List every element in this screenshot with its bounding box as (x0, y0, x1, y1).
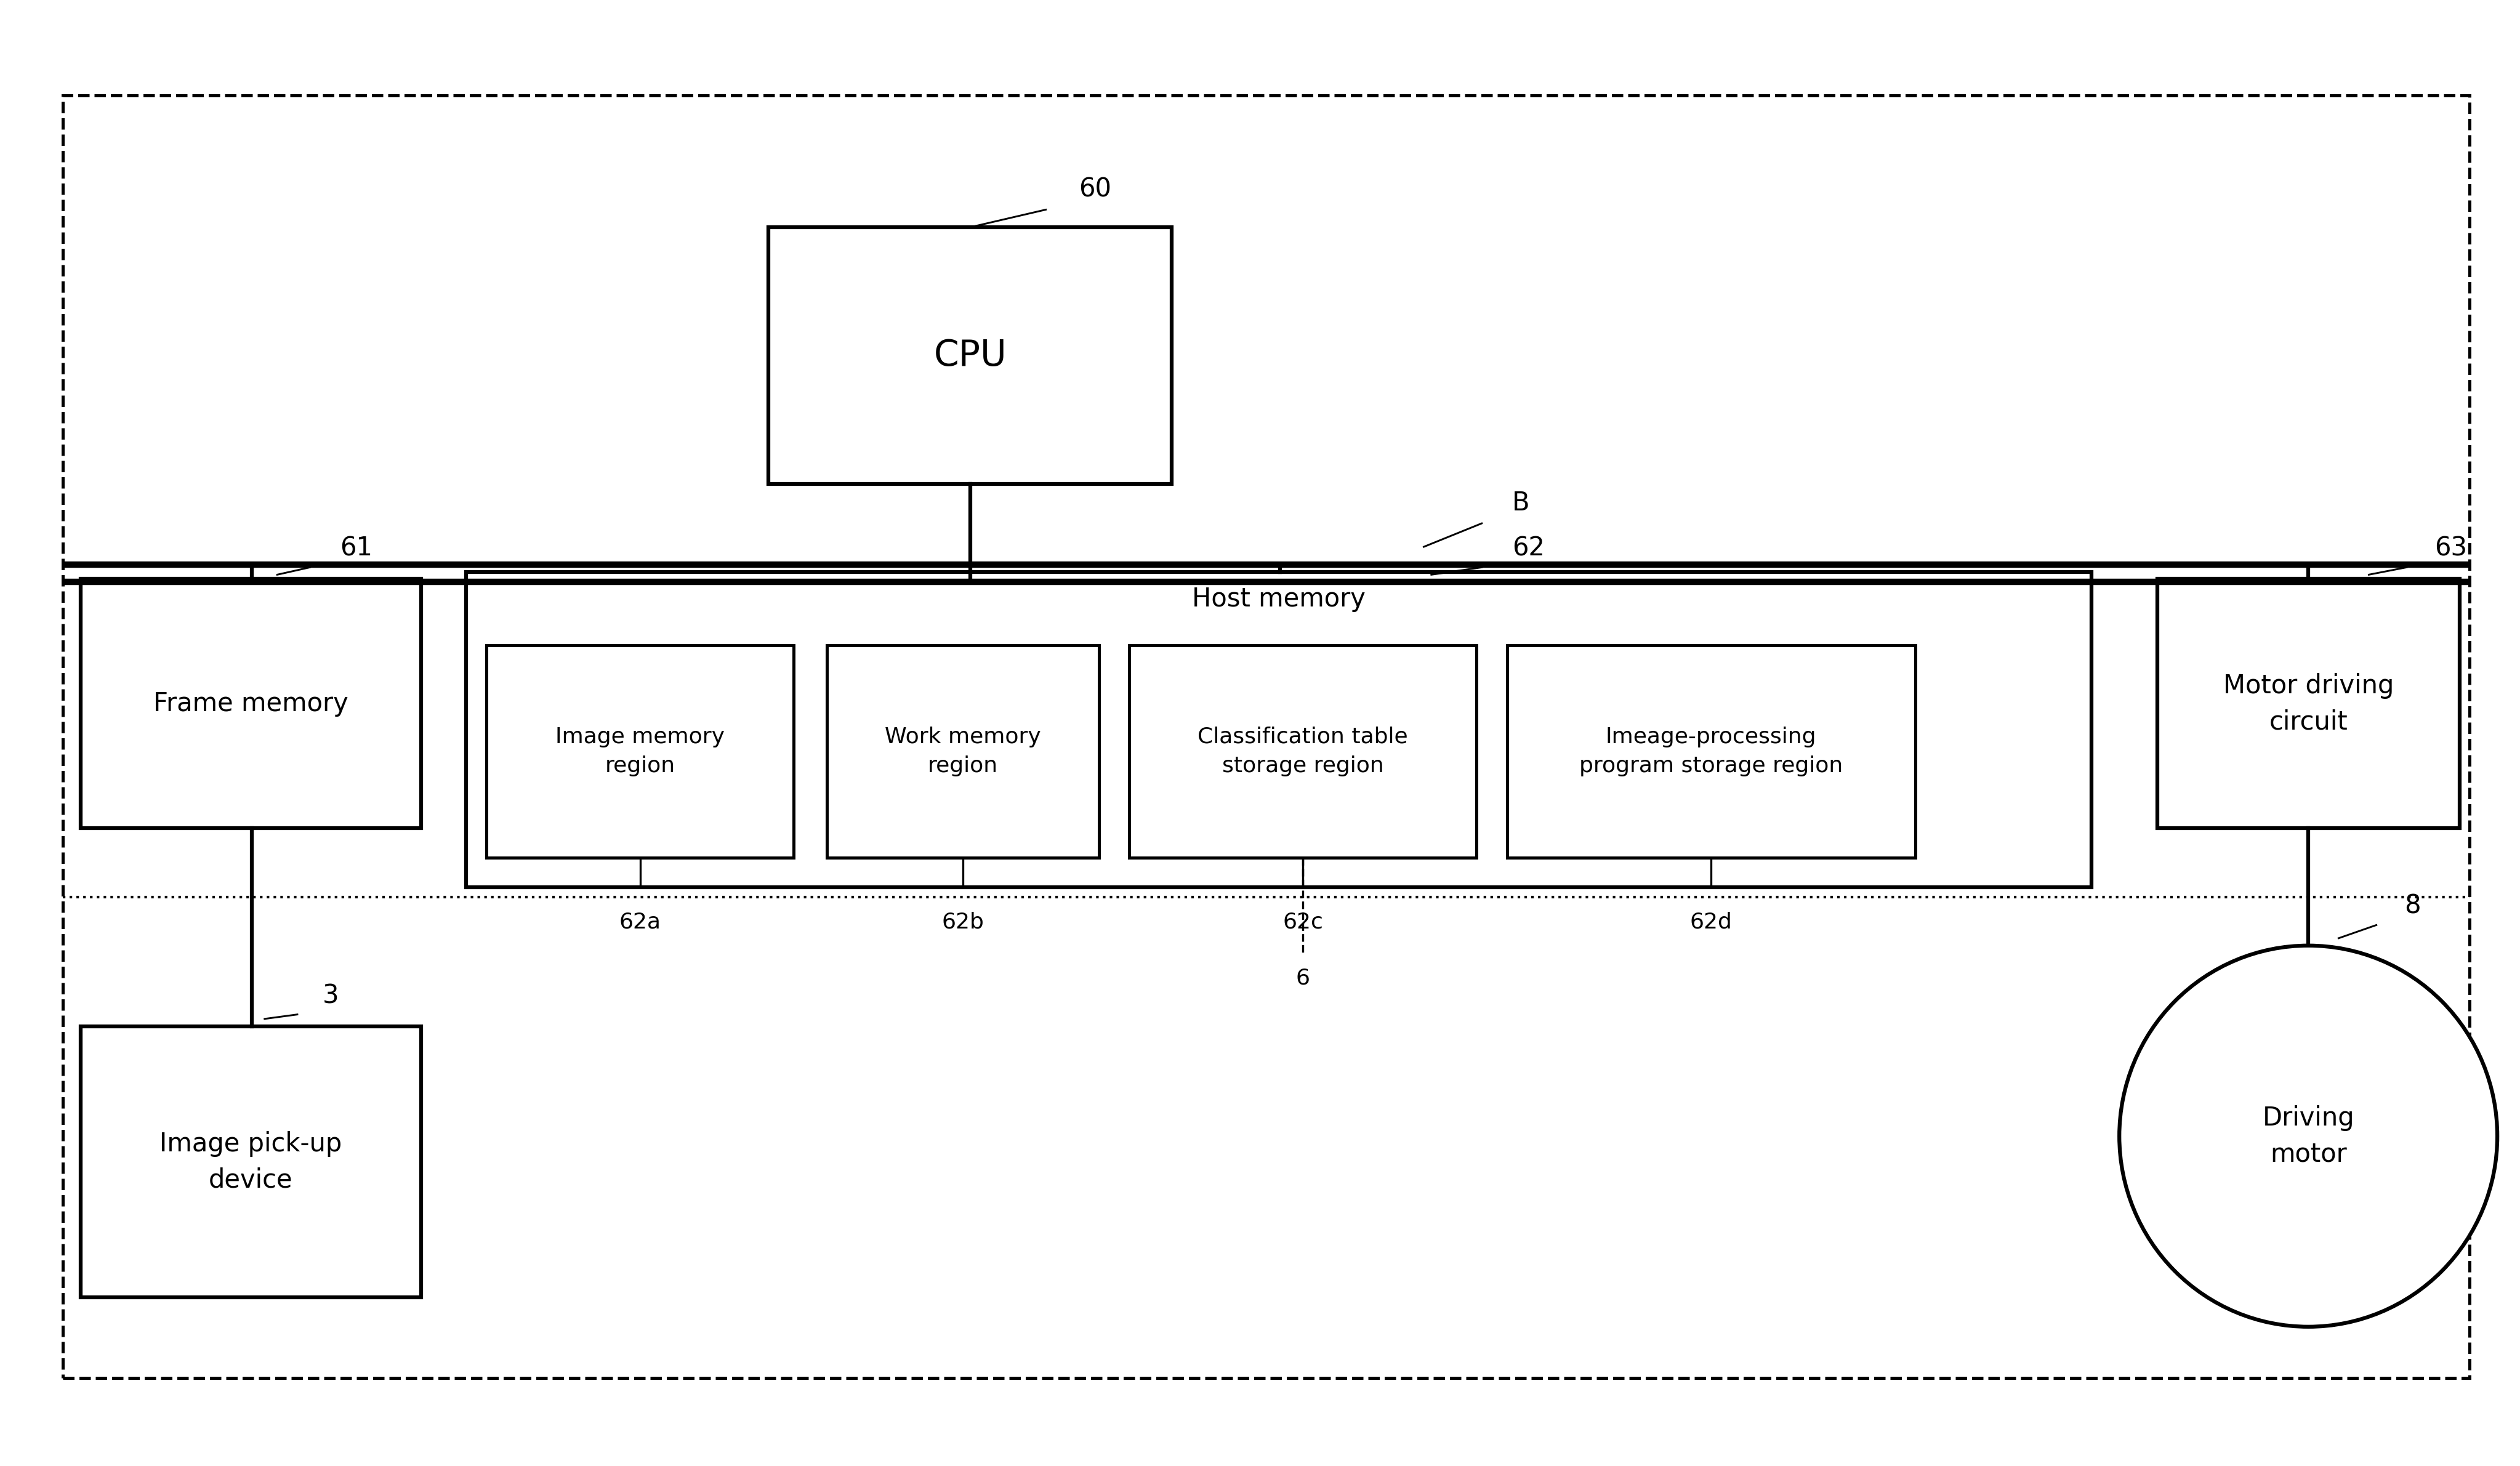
Text: Image memory
region: Image memory region (554, 726, 726, 777)
Text: 62a: 62a (620, 912, 660, 932)
Text: 8: 8 (2404, 893, 2422, 919)
Text: Work memory
region: Work memory region (885, 726, 1041, 777)
Text: 62b: 62b (942, 912, 983, 932)
Text: B: B (1512, 490, 1530, 516)
Bar (81, 1026, 421, 1297)
Text: Imeage-processing
program storage region: Imeage-processing program storage region (1580, 726, 1842, 777)
Text: 63: 63 (2434, 535, 2467, 561)
Text: 60: 60 (1079, 176, 1111, 202)
Text: 6: 6 (1295, 968, 1310, 988)
Text: Motor driving
circuit: Motor driving circuit (2223, 673, 2394, 734)
Bar (827, 645, 1099, 858)
Text: Frame memory: Frame memory (154, 690, 348, 717)
Bar (769, 227, 1172, 484)
Text: CPU: CPU (932, 339, 1008, 372)
Bar (1507, 645, 1915, 858)
Text: 62d: 62d (1691, 912, 1731, 932)
Bar (81, 579, 421, 828)
Bar (2157, 579, 2460, 828)
Bar (63, 95, 2470, 1378)
Text: 62: 62 (1512, 535, 1545, 561)
Text: 62c: 62c (1283, 912, 1323, 932)
Bar (1129, 645, 1477, 858)
Text: 61: 61 (340, 535, 373, 561)
Text: 3: 3 (323, 982, 340, 1009)
Text: Image pick-up
device: Image pick-up device (159, 1130, 343, 1193)
Bar (486, 645, 794, 858)
Ellipse shape (2119, 946, 2497, 1327)
Text: Host memory: Host memory (1192, 586, 1366, 613)
Text: Classification table
storage region: Classification table storage region (1197, 726, 1409, 777)
Text: Driving
motor: Driving motor (2263, 1105, 2354, 1167)
Bar (466, 572, 2092, 887)
